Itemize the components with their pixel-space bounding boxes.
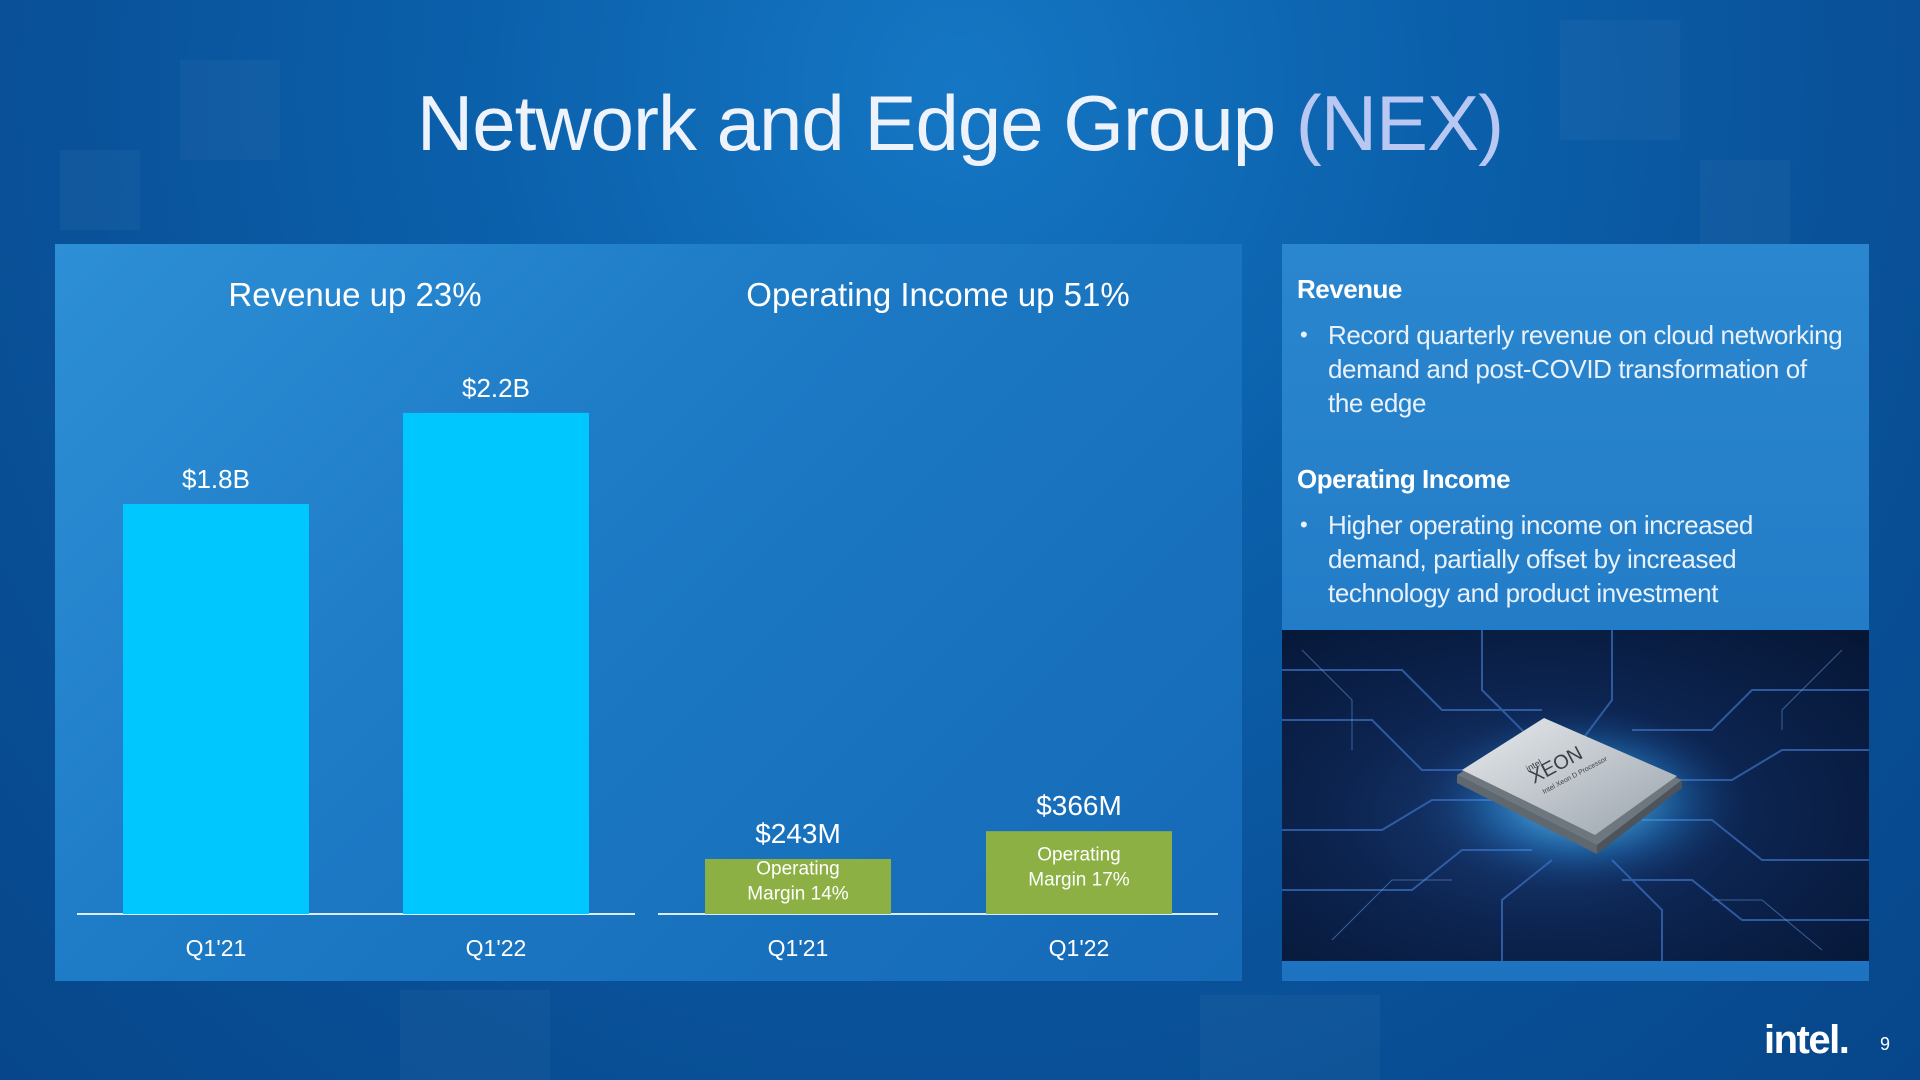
info-panel: Revenue • Record quarterly revenue on cl… xyxy=(1282,244,1869,981)
operating-margin-label: Margin 17% xyxy=(1028,870,1129,891)
revenue-value-label: $2.2B xyxy=(462,373,530,403)
revenue-bar-q1-22 xyxy=(403,412,589,914)
bullet-icon: • xyxy=(1300,322,1308,347)
revenue-heading: Revenue xyxy=(1297,274,1402,304)
operating-income-bar-q1-22 xyxy=(986,831,1172,914)
page-number: 9 xyxy=(1880,1034,1891,1054)
revenue-bar-q1-21 xyxy=(123,504,309,914)
revenue-value-label: $1.8B xyxy=(182,464,250,494)
operating-income-chart-title: Operating Income up 51% xyxy=(746,276,1129,313)
revenue-chart-title: Revenue up 23% xyxy=(228,276,481,313)
x-tick-label: Q1'22 xyxy=(1049,935,1110,961)
xeon-chip-image: intel XEON Intel Xeon D Processor xyxy=(1282,630,1869,961)
operating-income-bar-q1-21 xyxy=(705,859,891,914)
page-title: Network and Edge Group (NEX) xyxy=(0,78,1920,169)
operating-margin-label: Margin 14% xyxy=(747,884,848,905)
operating-margin-label: Operating xyxy=(1037,845,1120,866)
x-tick-label: Q1'21 xyxy=(186,935,247,961)
background-tile xyxy=(1200,995,1380,1080)
x-tick-label: Q1'21 xyxy=(768,935,829,961)
operating-income-value-label: $243M xyxy=(755,818,841,849)
operating-income-bullet: • Higher operating income on increased d… xyxy=(1300,508,1848,610)
page-title-main: Network and Edge Group xyxy=(416,79,1276,167)
operating-margin-label: Operating xyxy=(756,859,839,880)
operating-income-heading: Operating Income xyxy=(1297,464,1511,494)
revenue-bullet: • Record quarterly revenue on cloud netw… xyxy=(1300,318,1848,420)
page-title-suffix: (NEX) xyxy=(1295,79,1504,167)
intel-logo: intel. xyxy=(1764,1018,1850,1062)
chart-panel: Revenue up 23% $1.8B Q1'21 $2.2B Q1'22 Operat… xyxy=(55,244,1242,981)
bullet-icon: • xyxy=(1300,512,1308,537)
background-tile xyxy=(1700,160,1790,250)
revenue-bullet-text: Record quarterly revenue on cloud networ… xyxy=(1328,320,1843,418)
operating-income-bullet-text: Higher operating income on increased dem… xyxy=(1328,510,1753,608)
operating-income-value-label: $366M xyxy=(1036,790,1122,821)
circuit-board-illustration: intel XEON Intel Xeon D Processor xyxy=(1282,630,1869,961)
background-tile xyxy=(400,990,550,1080)
x-tick-label: Q1'22 xyxy=(466,935,527,961)
charts-svg: Revenue up 23% $1.8B Q1'21 $2.2B Q1'22 Operat… xyxy=(77,276,1218,961)
